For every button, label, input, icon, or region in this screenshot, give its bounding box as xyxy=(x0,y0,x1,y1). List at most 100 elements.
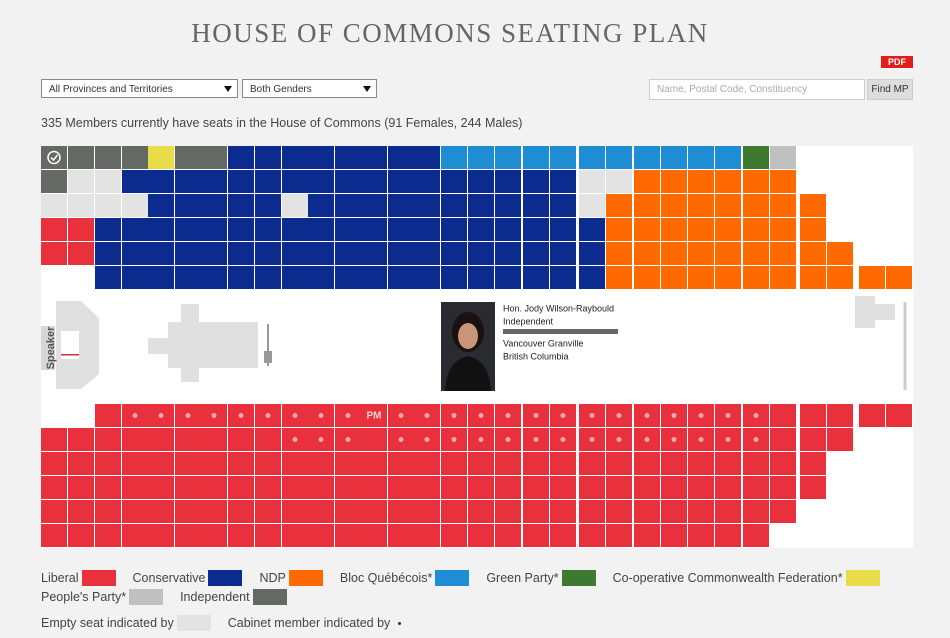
seat[interactable] xyxy=(361,428,387,451)
seat[interactable] xyxy=(68,194,94,217)
seat[interactable] xyxy=(827,404,853,427)
seat[interactable] xyxy=(468,266,494,289)
seat[interactable] xyxy=(715,452,741,475)
gender-select[interactable]: Both Genders xyxy=(242,79,377,98)
seat[interactable] xyxy=(859,266,885,289)
seat[interactable] xyxy=(523,500,549,523)
seat[interactable] xyxy=(122,170,148,193)
seat[interactable] xyxy=(282,452,308,475)
seat[interactable] xyxy=(95,242,121,265)
seat[interactable] xyxy=(282,476,308,499)
seat[interactable] xyxy=(282,146,308,169)
seat[interactable] xyxy=(414,500,440,523)
seat[interactable] xyxy=(175,218,201,241)
seat[interactable] xyxy=(255,242,281,265)
seat[interactable] xyxy=(148,146,174,169)
seat[interactable] xyxy=(201,428,227,451)
seat[interactable] xyxy=(41,194,67,217)
seat[interactable] xyxy=(41,476,67,499)
seat[interactable] xyxy=(148,170,174,193)
seat[interactable] xyxy=(361,476,387,499)
seat[interactable] xyxy=(255,524,281,547)
seat[interactable] xyxy=(468,500,494,523)
seat[interactable] xyxy=(122,500,148,523)
seat[interactable] xyxy=(770,476,796,499)
seat[interactable] xyxy=(468,476,494,499)
seat[interactable] xyxy=(661,218,687,241)
seat[interactable] xyxy=(743,524,769,547)
seat[interactable] xyxy=(388,524,414,547)
seat[interactable] xyxy=(468,524,494,547)
seat[interactable] xyxy=(95,500,121,523)
seat[interactable] xyxy=(335,194,361,217)
seat[interactable] xyxy=(800,452,826,475)
seat[interactable] xyxy=(201,524,227,547)
seat[interactable] xyxy=(308,242,334,265)
seat[interactable] xyxy=(770,428,796,451)
seat[interactable] xyxy=(770,194,796,217)
seat[interactable] xyxy=(335,242,361,265)
seat[interactable] xyxy=(228,428,254,451)
seat[interactable] xyxy=(827,242,853,265)
seat[interactable] xyxy=(68,428,94,451)
seat[interactable] xyxy=(68,500,94,523)
seat[interactable] xyxy=(122,524,148,547)
seat[interactable] xyxy=(175,194,201,217)
seat[interactable] xyxy=(95,404,121,427)
seat[interactable] xyxy=(41,146,67,169)
seat[interactable] xyxy=(770,146,796,169)
search-input[interactable]: Name, Postal Code, Constituency xyxy=(649,79,865,100)
seat[interactable] xyxy=(68,218,94,241)
seat[interactable] xyxy=(661,266,687,289)
seat[interactable] xyxy=(886,404,912,427)
seat[interactable] xyxy=(361,242,387,265)
seat[interactable] xyxy=(414,146,440,169)
seat[interactable] xyxy=(148,476,174,499)
seat[interactable] xyxy=(388,146,414,169)
seat[interactable] xyxy=(715,500,741,523)
seat[interactable] xyxy=(228,476,254,499)
seat[interactable] xyxy=(122,476,148,499)
seat[interactable] xyxy=(68,242,94,265)
seat[interactable] xyxy=(661,242,687,265)
seat[interactable] xyxy=(335,218,361,241)
seat[interactable] xyxy=(148,194,174,217)
seat[interactable] xyxy=(827,428,853,451)
seat[interactable] xyxy=(495,266,521,289)
province-select[interactable]: All Provinces and Territories xyxy=(41,79,238,98)
seat[interactable] xyxy=(308,266,334,289)
seat[interactable] xyxy=(495,170,521,193)
seat[interactable] xyxy=(122,428,148,451)
seat[interactable] xyxy=(770,266,796,289)
seat[interactable] xyxy=(743,146,769,169)
seat[interactable] xyxy=(743,500,769,523)
seat[interactable] xyxy=(388,218,414,241)
seat[interactable] xyxy=(361,452,387,475)
seat[interactable] xyxy=(335,452,361,475)
seat[interactable] xyxy=(441,266,467,289)
seat[interactable] xyxy=(468,242,494,265)
seat[interactable] xyxy=(800,476,826,499)
seat[interactable] xyxy=(414,266,440,289)
seat[interactable] xyxy=(859,404,885,427)
pdf-button[interactable]: PDF xyxy=(881,56,913,68)
seat[interactable] xyxy=(388,194,414,217)
seat[interactable] xyxy=(661,476,687,499)
seat[interactable] xyxy=(255,452,281,475)
seat[interactable] xyxy=(308,452,334,475)
seat[interactable] xyxy=(743,452,769,475)
seat[interactable] xyxy=(579,218,605,241)
seat[interactable] xyxy=(255,266,281,289)
seat[interactable] xyxy=(441,476,467,499)
seat[interactable] xyxy=(122,194,148,217)
seat[interactable] xyxy=(282,170,308,193)
seat[interactable] xyxy=(770,170,796,193)
seat[interactable] xyxy=(579,146,605,169)
seat[interactable] xyxy=(606,170,632,193)
seat[interactable] xyxy=(175,428,201,451)
seat[interactable] xyxy=(495,242,521,265)
seat[interactable] xyxy=(148,242,174,265)
seat[interactable] xyxy=(282,194,308,217)
seat[interactable] xyxy=(201,146,227,169)
seat[interactable] xyxy=(579,266,605,289)
